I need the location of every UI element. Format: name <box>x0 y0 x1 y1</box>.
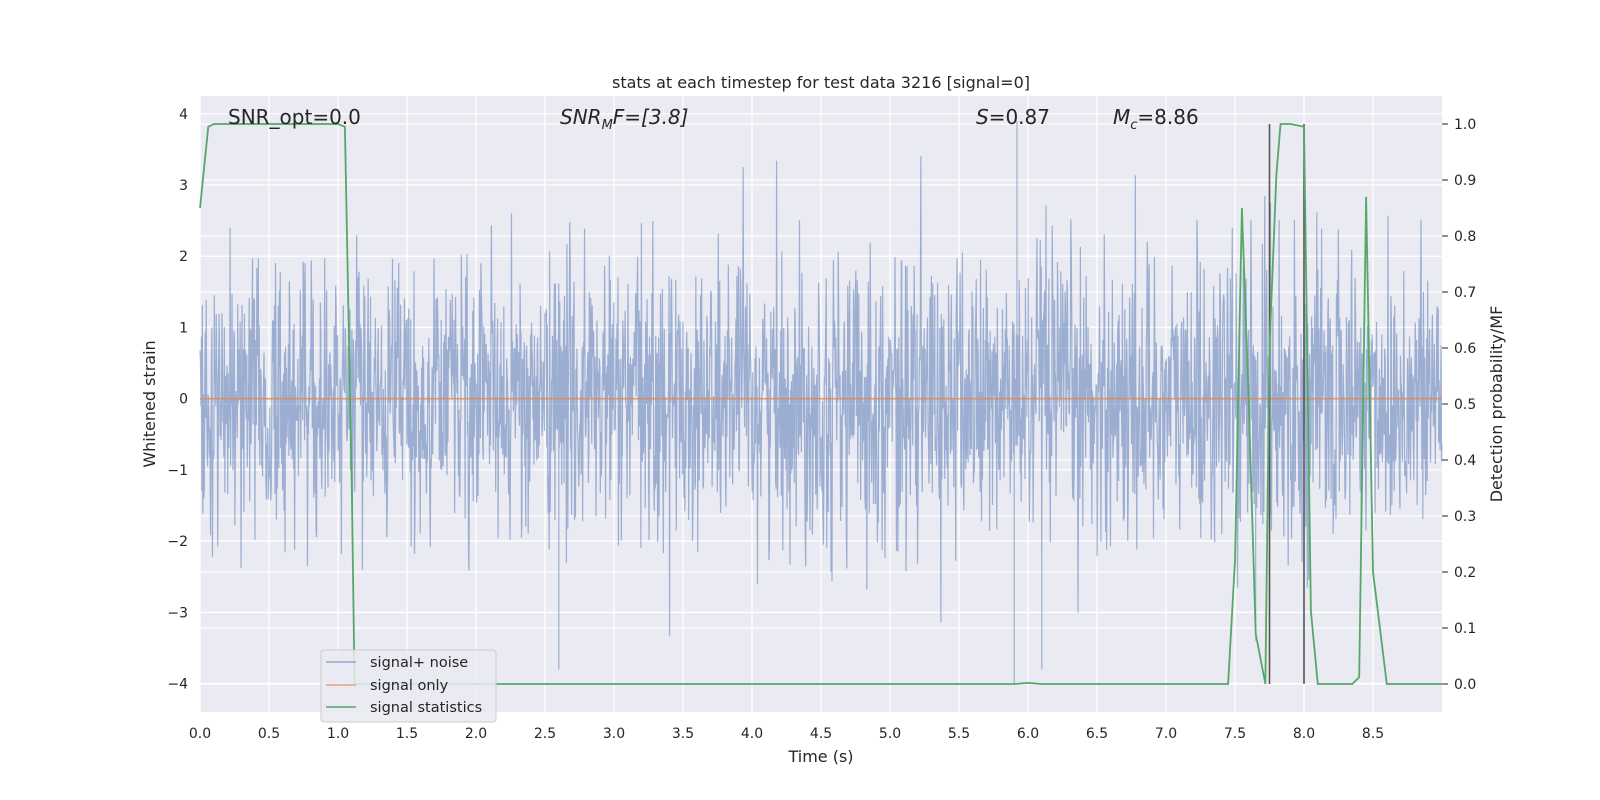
x-tick-label: 3.0 <box>603 726 625 742</box>
x-tick-label: 0.5 <box>258 726 280 742</box>
y-left-tick-label: −2 <box>167 534 188 550</box>
annotation-s-rest: =0.87 <box>989 105 1050 129</box>
y-left-tick-label: 0 <box>179 392 188 408</box>
y-right-tick-label: 0.2 <box>1454 565 1476 581</box>
x-tick-label: 4.5 <box>810 726 832 742</box>
x-tick-label: 2.0 <box>465 726 487 742</box>
legend-box <box>320 649 497 723</box>
legend: signal+ noise signal only signal statist… <box>320 649 497 723</box>
x-tick-label: 7.0 <box>1155 726 1177 742</box>
y-right-tick-label: 0.9 <box>1454 173 1476 189</box>
legend-label-signal-only: signal only <box>370 678 449 694</box>
x-tick-label: 8.0 <box>1293 726 1315 742</box>
annotation-mc: Mc=8.86 <box>1113 105 1199 133</box>
y-left-tick-label: −1 <box>167 463 188 479</box>
y-left-tick-label: 3 <box>179 178 188 194</box>
annotation-snr-mf-main: SNR <box>560 105 602 129</box>
y-right-tick-label: 0.8 <box>1454 229 1476 245</box>
x-tick-label: 7.5 <box>1224 726 1246 742</box>
annotation-snr-mf: SNRMF=[3.8] <box>560 105 688 133</box>
x-tick-label: 3.5 <box>672 726 694 742</box>
y-right-tick-label: 1.0 <box>1454 117 1476 133</box>
y-right-tick-label: 0.6 <box>1454 341 1476 357</box>
annotation-s: S=0.87 <box>976 105 1050 129</box>
legend-label-signal-statistics: signal statistics <box>370 700 482 716</box>
x-tick-labels: 0.0 0.5 1.0 1.5 2.0 2.5 3.0 3.5 4.0 4.5 5.0 5.5 6.0 6… <box>189 726 1384 742</box>
annotation-mc-main: M <box>1113 105 1130 129</box>
y-right-axis-label: Detection probability/MF <box>1487 306 1506 503</box>
x-tick-label: 5.5 <box>948 726 970 742</box>
x-tick-label: 5.0 <box>879 726 901 742</box>
x-tick-label: 2.5 <box>534 726 556 742</box>
x-tick-label: 1.5 <box>396 726 418 742</box>
annotation-snr-opt: SNR_opt=0.0 <box>228 105 361 129</box>
y-left-tick-labels: 4 3 2 1 0 −1 −2 −3 −4 <box>167 107 188 693</box>
annotation-mc-rest: =8.86 <box>1137 105 1198 129</box>
x-tick-label: 4.0 <box>741 726 763 742</box>
y-left-tick-label: −4 <box>167 677 188 693</box>
y-right-tick-labels: 1.0 0.9 0.8 0.7 0.6 0.5 0.4 0.3 0.2 0.1 0.0 <box>1442 117 1476 693</box>
annotation-snr-mf-rest: F=[3.8] <box>613 105 689 129</box>
x-tick-label: 6.0 <box>1017 726 1039 742</box>
series-signal-statistics-line <box>199 123 1442 685</box>
series-signal-statistics <box>199 123 1442 685</box>
y-left-tick-label: −3 <box>167 605 188 621</box>
series-signal-noise-line <box>199 120 1443 684</box>
y-left-axis-label: Whitened strain <box>140 340 159 467</box>
y-right-tick-label: 0.1 <box>1454 621 1476 637</box>
y-right-tick-label: 0.5 <box>1454 397 1476 413</box>
series-signal-noise <box>199 120 1443 684</box>
legend-label-signal-noise: signal+ noise <box>370 655 468 671</box>
chart-title: stats at each timestep for test data 321… <box>612 73 1030 92</box>
x-tick-label: 0.0 <box>189 726 211 742</box>
annotation-snr-mf-sub: M <box>602 118 613 133</box>
y-left-tick-label: 2 <box>179 249 188 265</box>
y-right-tick-label: 0.7 <box>1454 285 1476 301</box>
annotation-s-main: S <box>976 105 989 129</box>
x-axis-label: Time (s) <box>787 747 853 766</box>
x-tick-label: 8.5 <box>1362 726 1384 742</box>
y-left-tick-label: 4 <box>179 107 188 123</box>
x-tick-label: 6.5 <box>1086 726 1108 742</box>
annotation-mc-sub: c <box>1130 118 1137 133</box>
y-left-tick-label: 1 <box>179 320 188 336</box>
y-right-tick-label: 0.0 <box>1454 677 1476 693</box>
y-right-tick-label: 0.4 <box>1454 453 1476 469</box>
y-right-tick-label: 0.3 <box>1454 509 1476 525</box>
x-tick-label: 1.0 <box>327 726 349 742</box>
